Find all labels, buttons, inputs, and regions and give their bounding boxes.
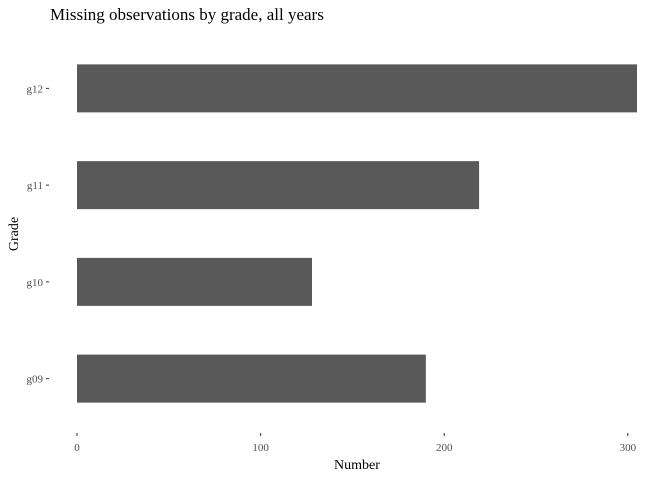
x-tick-label-200: 200 (436, 442, 453, 454)
bar-g12 (77, 64, 637, 113)
bar-g09 (77, 354, 426, 403)
bar-g11 (77, 161, 480, 210)
x-tick-label-300: 300 (620, 442, 637, 454)
bars-group (77, 64, 637, 403)
x-axis: 0 100 200 300 (74, 433, 637, 454)
y-tick-label-g12: g12 (27, 83, 44, 95)
y-axis-title: Grade (7, 217, 22, 251)
chart-title: Missing observations by grade, all years (50, 5, 324, 24)
bar-g10 (77, 257, 313, 306)
x-tick-label-100: 100 (252, 442, 269, 454)
y-tick-label-g11: g11 (27, 180, 43, 192)
y-axis: g09 g10 g11 g12 (27, 83, 49, 386)
y-tick-label-g09: g09 (27, 374, 44, 386)
x-axis-title: Number (334, 458, 380, 473)
x-tick-label-0: 0 (74, 442, 80, 454)
y-tick-label-g10: g10 (27, 277, 44, 289)
